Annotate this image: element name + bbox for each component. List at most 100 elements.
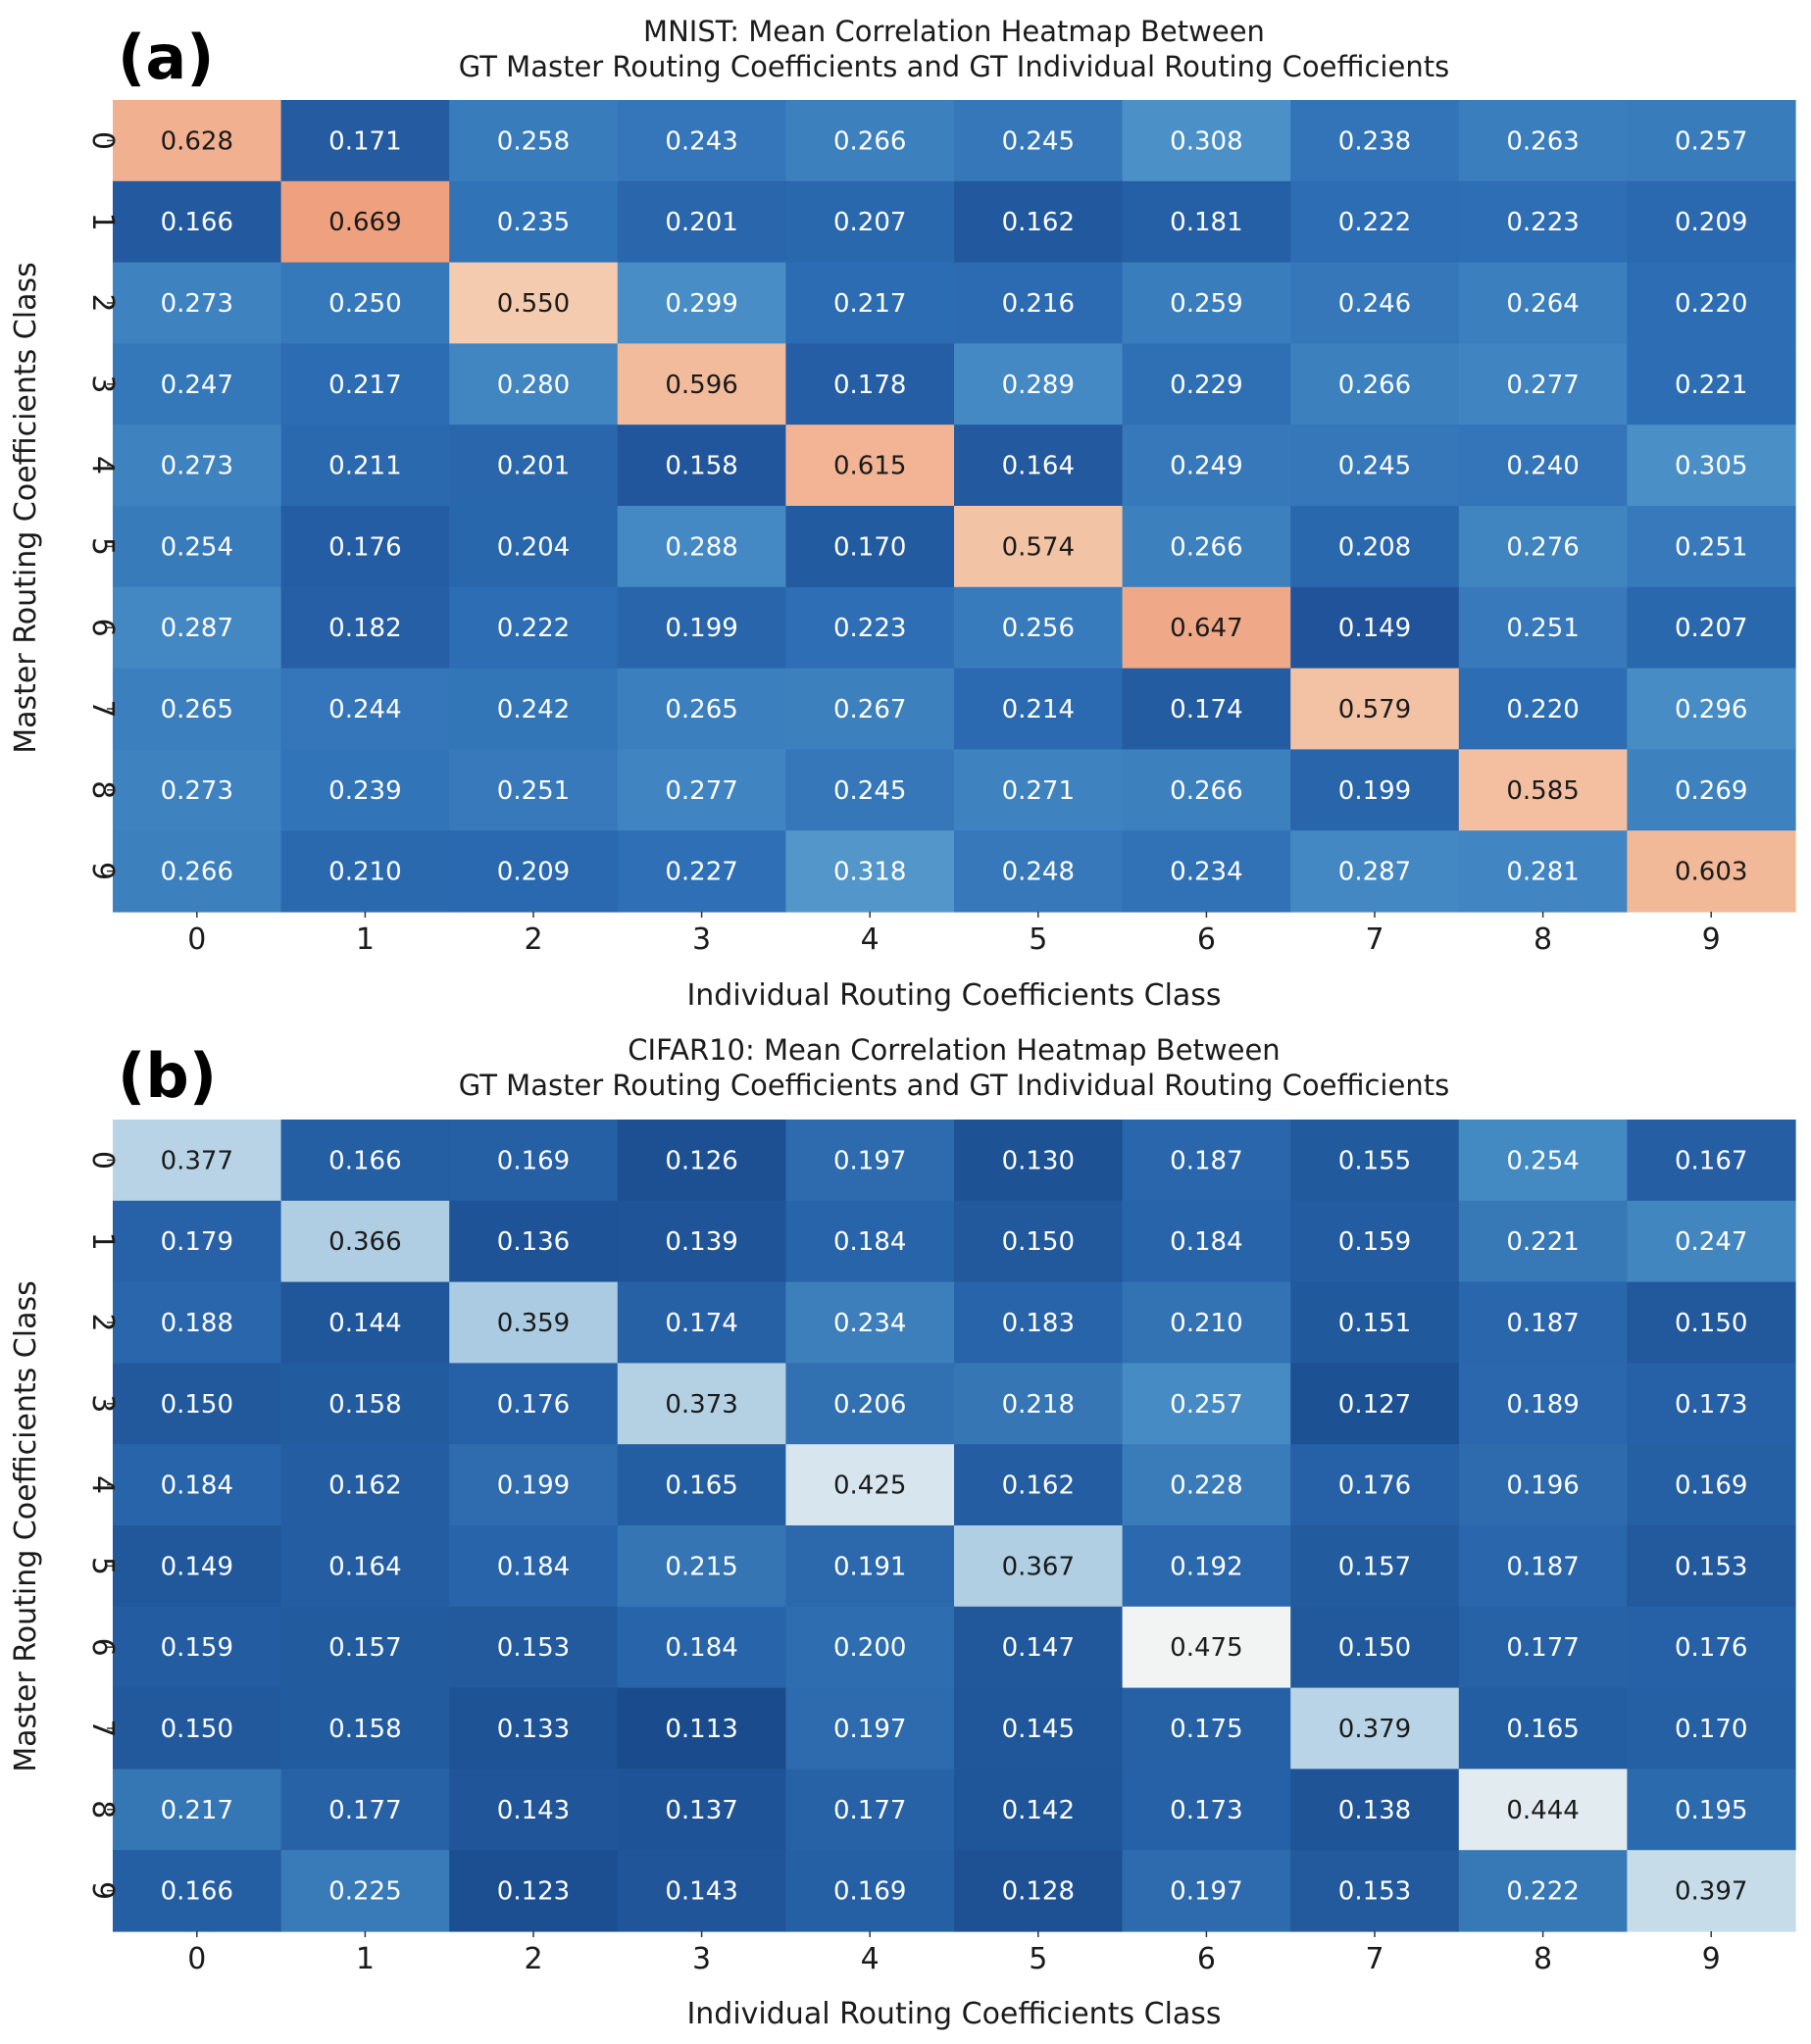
panel-a-title-line1: MNIST: Mean Correlation Heatmap Between	[643, 15, 1265, 48]
heatmap-cell	[617, 1687, 786, 1770]
heatmap-cell	[785, 1525, 955, 1608]
heatmap-cell-label: 0.192	[1170, 1552, 1242, 1581]
heatmap-cell	[785, 586, 955, 670]
x-tick-label: 0	[187, 1942, 206, 1976]
y-tick-label: 0	[85, 131, 120, 150]
heatmap-cell	[1290, 668, 1460, 750]
heatmap-cell	[1627, 100, 1796, 182]
heatmap-cell-label: 0.127	[1338, 1390, 1411, 1420]
heatmap-cell	[1458, 1850, 1628, 1932]
heatmap-cell	[1122, 1200, 1291, 1283]
heatmap-cell	[785, 668, 955, 750]
heatmap-cell	[280, 1363, 450, 1445]
heatmap-cell	[1458, 830, 1628, 913]
heatmap-cell	[449, 1525, 619, 1608]
heatmap-cell-label: 0.166	[161, 1877, 233, 1907]
heatmap-cell-label: 0.174	[665, 1309, 737, 1338]
heatmap-cell-label: 0.296	[1675, 695, 1747, 724]
heatmap-cell	[113, 1120, 282, 1202]
heatmap-cell-label: 0.201	[497, 452, 570, 481]
heatmap-cell	[785, 506, 955, 588]
heatmap-cell	[280, 1769, 450, 1851]
heatmap-cell	[1122, 830, 1291, 913]
panel-b-title-line2: GT Master Routing Coefficients and GT In…	[459, 1069, 1449, 1102]
heatmap-cell-label: 0.265	[161, 695, 233, 724]
heatmap-cell-label: 0.158	[665, 452, 737, 481]
y-tick-label: 6	[85, 1638, 120, 1657]
heatmap-cell	[1122, 668, 1291, 750]
heatmap-cell-label: 0.254	[161, 532, 233, 562]
heatmap-cell-label: 0.379	[1338, 1715, 1411, 1744]
heatmap-cell-label: 0.210	[1170, 1309, 1242, 1338]
heatmap-cell-label: 0.287	[161, 614, 233, 643]
heatmap-cell-label: 0.207	[833, 208, 906, 237]
x-tick-label: 8	[1534, 922, 1552, 957]
heatmap-cell	[617, 1769, 786, 1851]
heatmap-cell-label: 0.176	[1338, 1471, 1411, 1501]
heatmap-cell	[785, 1606, 955, 1689]
heatmap-cell	[1627, 586, 1796, 670]
heatmap-cell-label: 0.628	[161, 126, 233, 156]
heatmap-cell-label: 0.195	[1675, 1796, 1747, 1825]
heatmap-cell	[617, 749, 786, 831]
heatmap-cell-label: 0.257	[1675, 126, 1747, 156]
y-tick-label: 2	[85, 293, 120, 312]
heatmap-cell	[113, 586, 282, 670]
heatmap-cell-label: 0.273	[161, 776, 233, 806]
heatmap-cell-label: 0.229	[1170, 371, 1242, 400]
heatmap-cell	[1122, 1120, 1291, 1202]
heatmap-cell	[1458, 1525, 1628, 1608]
heatmap-cell-label: 0.277	[665, 776, 737, 806]
heatmap-cell	[1627, 1850, 1796, 1932]
panel-a-title-line2: GT Master Routing Coefficients and GT In…	[459, 50, 1449, 83]
panel-a-heatmap-cells: 0.628 0.171 0.258 0.243 0.266 0.245 0.308 0.238…	[113, 100, 1796, 913]
y-tick-label: 2	[85, 1313, 120, 1331]
heatmap-cell	[1627, 262, 1796, 344]
heatmap-cell-label: 0.197	[833, 1146, 906, 1175]
y-tick-label: 1	[85, 1232, 120, 1251]
heatmap-cell	[113, 1850, 282, 1932]
heatmap-cell-label: 0.647	[1170, 614, 1242, 643]
panel-a-x-ticks: 0 1 2 3 4 5 6 7 8 9	[187, 912, 1721, 957]
heatmap-cell	[449, 343, 619, 425]
heatmap-cell	[785, 100, 955, 182]
heatmap-cell	[785, 1363, 955, 1445]
heatmap-cell-label: 0.259	[1170, 289, 1242, 319]
heatmap-cell-label: 0.179	[161, 1227, 233, 1257]
heatmap-cell-label: 0.150	[1675, 1309, 1747, 1338]
heatmap-cell	[280, 1200, 450, 1283]
heatmap-cell-label: 0.603	[1675, 858, 1747, 887]
heatmap-cell	[1122, 180, 1291, 264]
heatmap-cell	[785, 1769, 955, 1851]
heatmap-cell-label: 0.251	[1506, 614, 1579, 643]
heatmap-cell-label: 0.162	[328, 1471, 401, 1501]
heatmap-cell	[785, 1120, 955, 1202]
heatmap-cell-label: 0.217	[161, 1796, 233, 1825]
heatmap-cell-label: 0.184	[161, 1471, 233, 1501]
heatmap-cell-label: 0.248	[1002, 858, 1075, 887]
y-tick-label: 5	[85, 537, 120, 556]
y-tick-label: 0	[85, 1151, 120, 1170]
y-tick-label: 9	[85, 862, 120, 880]
heatmap-cell-label: 0.273	[161, 452, 233, 481]
heatmap-cell	[113, 180, 282, 264]
heatmap-cell	[449, 506, 619, 588]
heatmap-cell	[1627, 1281, 1796, 1364]
heatmap-cell-label: 0.201	[665, 208, 737, 237]
heatmap-cell-label: 0.145	[1002, 1715, 1075, 1744]
heatmap-cell-label: 0.269	[1675, 776, 1747, 806]
heatmap-cell-label: 0.150	[161, 1390, 233, 1420]
heatmap-cell-label: 0.150	[161, 1715, 233, 1744]
x-tick-label: 1	[356, 922, 375, 957]
heatmap-cell-label: 0.184	[833, 1227, 906, 1257]
heatmap-cell	[1627, 180, 1796, 264]
heatmap-cell-label: 0.197	[1170, 1877, 1242, 1907]
heatmap-cell	[1458, 100, 1628, 182]
heatmap-cell	[1122, 262, 1291, 344]
heatmap-cell	[1290, 506, 1460, 588]
heatmap-cell-label: 0.250	[328, 289, 401, 319]
heatmap-cell-label: 0.217	[833, 289, 906, 319]
heatmap-cell-label: 0.277	[1506, 371, 1579, 400]
heatmap-cell	[1122, 1769, 1291, 1851]
heatmap-cell-label: 0.550	[497, 289, 570, 319]
